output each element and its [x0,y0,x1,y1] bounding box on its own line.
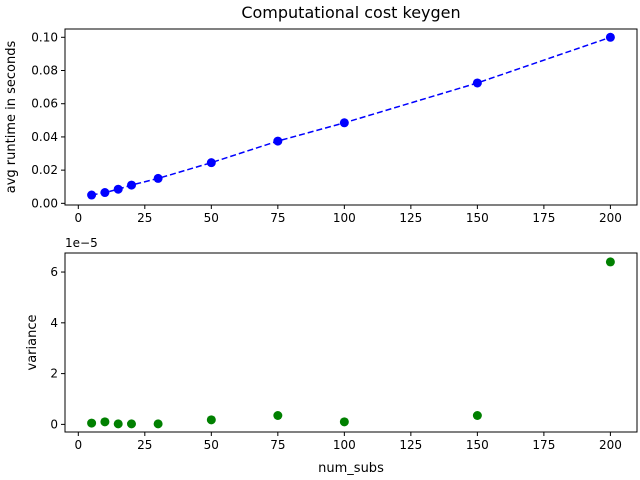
y-axis-label: variance [25,315,40,371]
x-tick-label: 200 [599,438,622,452]
data-point [100,417,110,427]
x-tick-label: 100 [333,438,356,452]
y-tick-label: 2 [50,367,58,381]
variance-subplot: 1e−5 variance num_subs 0 25 50 75 100 125 150 1… [25,236,638,476]
x-tick-label: 175 [532,438,555,452]
y-tick-label: 6 [50,265,58,279]
y-tick-label: 0.06 [31,97,58,111]
x-ticks: 0 25 50 75 100 125 150 175 200 [74,432,622,452]
plot-frame [64,252,638,433]
x-tick-label: 50 [204,438,219,452]
y-tick-label: 0.10 [31,30,58,44]
y-tick-label: 0.04 [31,130,58,144]
x-ticks: 0 25 50 75 100 125 150 175 200 [74,205,622,225]
data-point [100,188,110,198]
x-tick-label: 175 [532,211,555,225]
data-point [605,32,615,42]
data-point [273,136,283,146]
data-point [472,410,482,420]
x-axis-label: num_subs [318,461,384,476]
y-tick-label: 0.00 [31,196,58,210]
x-tick-label: 25 [137,211,152,225]
y-ticks: 0.00 0.02 0.04 0.06 0.08 0.10 [31,30,65,210]
variance-marks [87,257,615,429]
x-tick-label: 0 [74,211,82,225]
y-tick-label: 0.02 [31,163,58,177]
data-point [113,184,123,194]
data-point [339,118,349,128]
data-point [127,419,137,429]
data-point [153,173,163,183]
y-tick-label: 4 [50,316,58,330]
data-point [113,419,123,429]
x-tick-label: 100 [333,211,356,225]
y-ticks: 0 2 4 6 [50,265,65,431]
data-point [206,415,216,425]
x-tick-label: 125 [399,211,422,225]
x-tick-label: 25 [137,438,152,452]
data-point [206,158,216,168]
data-point [87,190,97,200]
runtime-marks [87,32,615,200]
x-tick-label: 75 [270,211,285,225]
chart-title: Computational cost keygen [241,3,460,22]
data-point [87,418,97,428]
data-point [472,78,482,88]
y-tick-label: 0 [50,417,58,431]
data-point [339,417,349,427]
series-line [91,36,611,196]
x-tick-label: 75 [270,438,285,452]
data-point [127,180,137,190]
data-point [153,419,163,429]
data-point [605,257,615,267]
x-tick-label: 150 [466,211,489,225]
y-axis-label: avg runtime in seconds [4,41,19,194]
x-tick-label: 125 [399,438,422,452]
x-tick-label: 150 [466,438,489,452]
runtime-subplot: Computational cost keygen avg runtime in… [4,3,638,225]
y-offset-label: 1e−5 [65,236,98,250]
plot-frame [64,28,638,206]
data-point [273,410,283,420]
x-tick-label: 0 [74,438,82,452]
x-tick-label: 50 [204,211,219,225]
y-tick-label: 0.08 [31,64,58,78]
x-tick-label: 200 [599,211,622,225]
